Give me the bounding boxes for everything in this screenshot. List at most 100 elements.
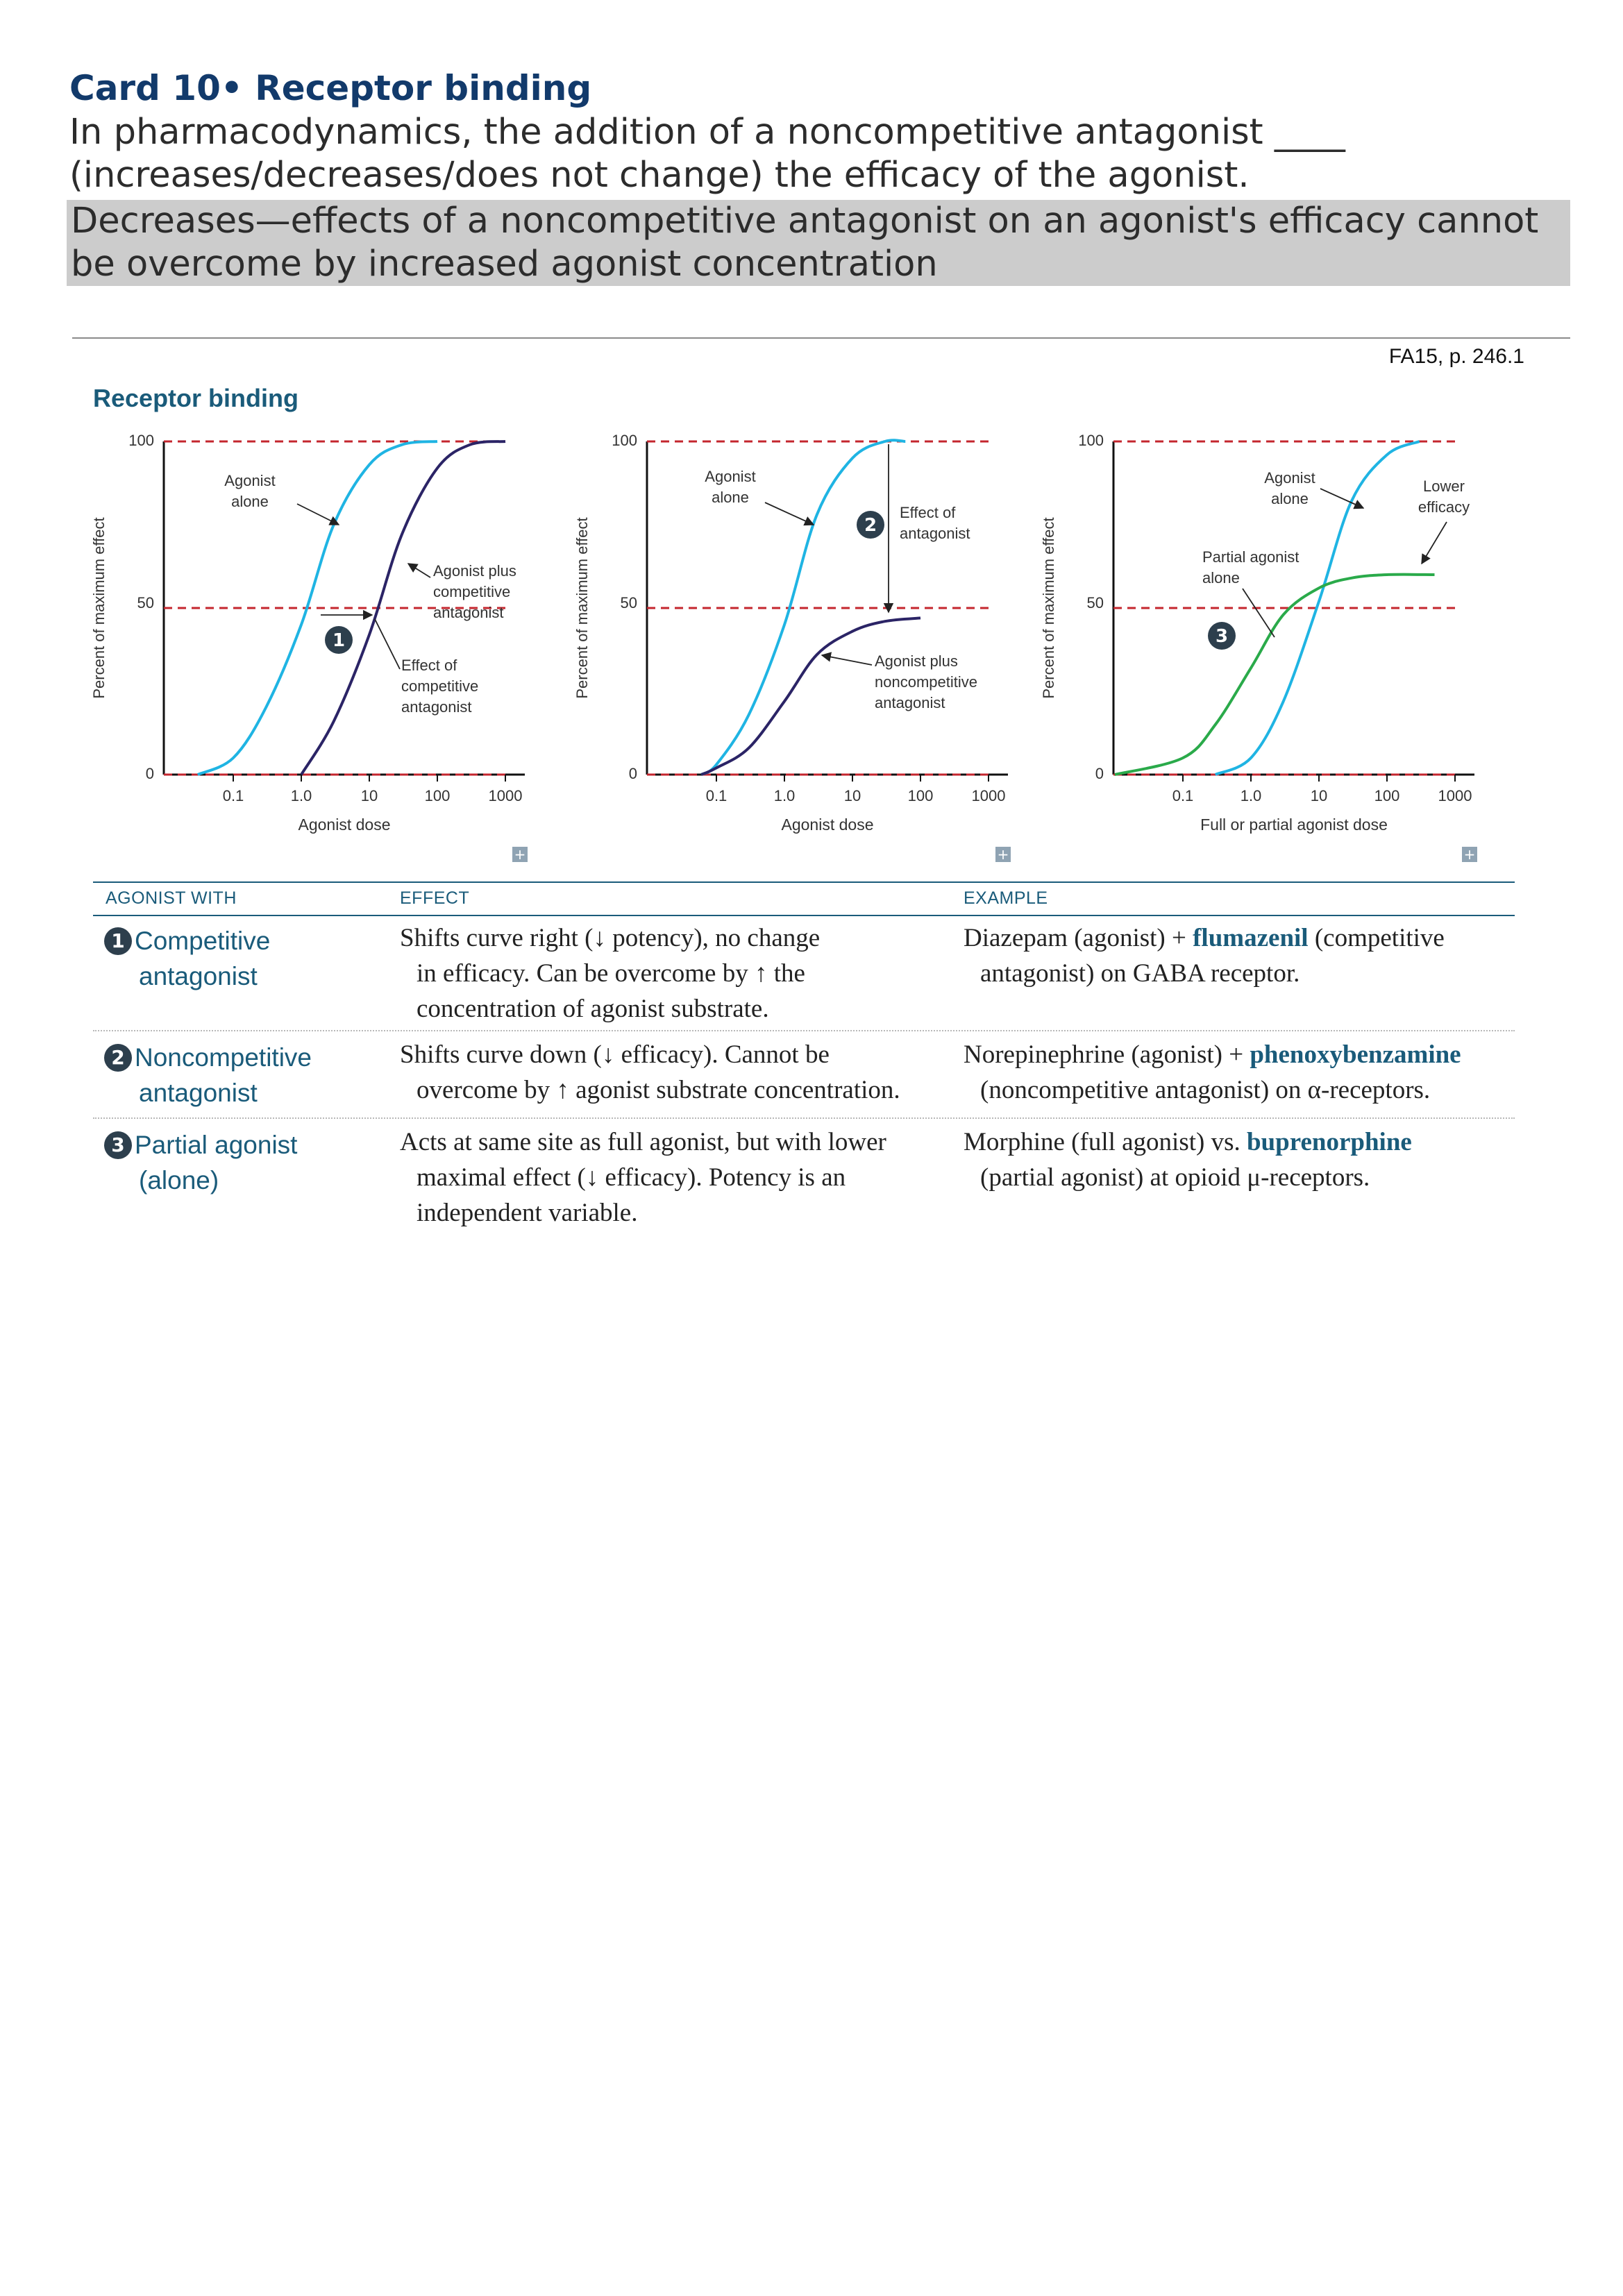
expand-icon[interactable]: + — [1462, 847, 1477, 862]
marker-2-badge — [857, 511, 884, 539]
row-1-agent-line-1: Competitive — [135, 927, 271, 955]
annotation-effect-of-antagonist: Effect of antagonist — [900, 504, 970, 542]
curve-series-2 — [300, 440, 506, 776]
y-tick-label: 0 — [629, 765, 637, 782]
table-top-rule — [93, 881, 1515, 883]
row-divider — [93, 1030, 1515, 1031]
row-1-agent-line-2: antagonist — [139, 962, 258, 990]
chart-3-marks — [1113, 440, 1461, 782]
x-tick-label: 0.1 — [706, 787, 728, 804]
row-1-effect-line-1: Shifts curve right (↓ potency), no chang… — [400, 924, 821, 952]
row-2-badge: 2 — [104, 1044, 132, 1072]
marker-1-badge — [325, 626, 353, 654]
y-tick-label: 50 — [1087, 594, 1104, 611]
divider — [72, 337, 1570, 339]
chart-2-marks — [647, 439, 994, 782]
x-tick-label: 0.1 — [223, 787, 244, 804]
row-2-drug: phenoxybenzamine — [1250, 1040, 1461, 1069]
annotation-agonist-alone: Agonist alone — [1264, 469, 1315, 507]
row-2-agent-line-2: antagonist — [139, 1079, 258, 1107]
y-tick-label: 0 — [146, 765, 154, 782]
row-1-badge: 1 — [104, 927, 132, 955]
row-3-effect-line-2: maximal effect (↓ efficacy). Potency is … — [417, 1163, 846, 1192]
annotation-lower-efficacy: Lower efficacy — [1418, 478, 1470, 516]
curve-series-2 — [700, 616, 921, 776]
chart-partial-agonist: 100 50 0 Percent of maximum effect 0.1 1… — [1033, 416, 1533, 875]
x-axis-label: Agonist dose — [782, 816, 874, 834]
x-tick-label: 10 — [361, 787, 378, 804]
x-tick-label: 100 — [908, 787, 934, 804]
row-2-example-line-2: (noncompetitive antagonist) on α-recepto… — [980, 1076, 1431, 1104]
marker-1-label: 1 — [333, 630, 345, 651]
x-axis-label: Full or partial agonist dose — [1200, 816, 1388, 834]
x-tick-label: 0.1 — [1172, 787, 1194, 804]
row-2-effect-line-2: overcome by ↑ agonist substrate concentr… — [417, 1076, 900, 1104]
x-tick-label: 1000 — [1438, 787, 1472, 804]
row-1-effect-line-3: concentration of agonist substrate. — [417, 995, 769, 1023]
y-axis-label: Percent of maximum effect — [90, 517, 108, 698]
curve-series-2 — [1114, 573, 1435, 776]
source-reference: FA15, p. 246.1 — [1388, 345, 1524, 368]
chart-3-svg: 100 50 0 Percent of maximum effect 0.1 1… — [1040, 432, 1474, 834]
y-tick-label: 100 — [1078, 432, 1104, 449]
row-1-example-line-2: antagonist) on GABA receptor. — [980, 959, 1300, 988]
annotation-agonist-plus-noncompetitive: Agonist plus noncompetitive antagonist — [875, 652, 977, 711]
curve-series-1 — [196, 440, 438, 776]
answer-text: Decreases—effects of a noncompetitive an… — [67, 200, 1570, 286]
row-1-effect: Shifts curve right (↓ potency), no chang… — [400, 920, 941, 1027]
row-1-example-post: (competitive — [1308, 924, 1445, 952]
annotation-effect-competitive: Effect of competitive antagonist — [401, 657, 478, 716]
curve-series-1 — [1214, 440, 1420, 776]
row-2-example-pre: Norepinephrine (agonist) + — [964, 1040, 1250, 1069]
chart-competitive-antagonist: 100 50 0 Percent of maximum effect 0.1 1… — [83, 416, 583, 875]
row-2-agent: 2 Noncompetitive antagonist — [104, 1040, 312, 1111]
expand-icon[interactable]: + — [995, 847, 1011, 862]
row-3-effect-line-1: Acts at same site as full agonist, but w… — [400, 1128, 886, 1156]
chart-3-annotations: Agonist alone Lower efficacy Partial agoni… — [1202, 469, 1470, 650]
row-3-example-pre: Morphine (full agonist) vs. — [964, 1128, 1247, 1156]
marker-3-badge — [1208, 622, 1236, 650]
curve-series-1 — [700, 439, 906, 776]
row-1-effect-line-2: in efficacy. Can be overcome by ↑ the — [417, 959, 805, 988]
row-2-agent-line-1: Noncompetitive — [135, 1043, 312, 1072]
x-axis-label: Agonist dose — [298, 816, 391, 834]
y-axis-label: Percent of maximum effect — [573, 517, 591, 698]
row-2-effect-line-1: Shifts curve down (↓ efficacy). Cannot b… — [400, 1040, 830, 1069]
x-tick-label: 1.0 — [291, 787, 312, 804]
x-tick-label: 10 — [844, 787, 861, 804]
marker-3-label: 3 — [1216, 626, 1228, 647]
figure-title: Receptor binding — [93, 384, 298, 412]
annotation-agonist-alone: Agonist alone — [224, 472, 275, 510]
x-tick-label: 100 — [1374, 787, 1400, 804]
row-3-effect: Acts at same site as full agonist, but w… — [400, 1124, 955, 1231]
chart-1-marks — [164, 440, 511, 782]
row-3-agent-line-2: (alone) — [139, 1166, 219, 1195]
row-3-agent-line-1: Partial agonist — [135, 1131, 298, 1159]
row-3-drug: buprenorphine — [1246, 1128, 1412, 1156]
y-tick-label: 100 — [128, 432, 154, 449]
row-1-example: Diazepam (agonist) + flumazenil (competi… — [964, 920, 1519, 991]
y-tick-label: 50 — [137, 594, 154, 611]
row-3-example: Morphine (full agonist) vs. buprenorphin… — [964, 1124, 1519, 1195]
x-tick-label: 1.0 — [774, 787, 796, 804]
row-3-agent: 3 Partial agonist (alone) — [104, 1127, 297, 1198]
row-1-example-pre: Diazepam (agonist) + — [964, 924, 1193, 952]
chart-noncompetitive-antagonist: 100 50 0 Percent of maximum effect 0.1 1… — [566, 416, 1066, 875]
row-3-example-line-2: (partial agonist) at opioid μ-receptors. — [980, 1163, 1370, 1192]
x-tick-label: 1.0 — [1241, 787, 1262, 804]
annotation-partial-agonist-alone: Partial agonist alone — [1202, 548, 1299, 586]
card-title: Card 10• Receptor binding — [69, 68, 592, 108]
column-header-effect: EFFECT — [400, 888, 470, 908]
row-divider — [93, 1117, 1515, 1119]
y-tick-label: 50 — [621, 594, 637, 611]
table-header-rule — [93, 915, 1515, 916]
row-3-badge: 3 — [104, 1131, 132, 1159]
x-tick-label: 1000 — [489, 787, 523, 804]
column-header-agonist-with: AGONIST WITH — [106, 888, 237, 908]
expand-icon[interactable]: + — [512, 847, 528, 862]
chart-2-annotations: Agonist alone Effect of antagonist 2 Agoni… — [705, 444, 977, 711]
x-tick-label: 10 — [1311, 787, 1327, 804]
row-2-effect: Shifts curve down (↓ efficacy). Cannot b… — [400, 1037, 955, 1108]
row-1-drug: flumazenil — [1193, 924, 1309, 952]
marker-2-label: 2 — [864, 515, 877, 536]
